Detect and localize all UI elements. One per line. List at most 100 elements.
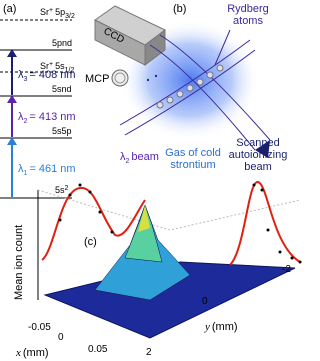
data-point <box>278 250 282 254</box>
x-tick-label: 0.05 <box>88 344 108 355</box>
transition-text: = 408 nm <box>29 69 75 81</box>
fit-curve <box>229 181 301 266</box>
scanned-text: Scanned <box>236 137 279 149</box>
atom <box>186 84 194 92</box>
page-body: {"panel_a": {"label": "(a)", "levels": [… <box>0 3 302 359</box>
data-point <box>260 188 264 192</box>
gas-text: Gas of cold <box>165 147 221 159</box>
surface-peak <box>124 204 163 263</box>
beam-text: λ <box>120 151 126 163</box>
scanned-text: autoionizing <box>229 149 288 161</box>
level-text: 3/2 <box>65 13 75 20</box>
level-label: Sr+ 5s1/2 <box>40 61 74 74</box>
level-text: + <box>49 61 53 68</box>
beam-text: 2 <box>126 158 130 165</box>
level-text: 1/2 <box>65 67 75 74</box>
beam-line <box>119 39 251 126</box>
atom <box>156 101 164 109</box>
panel-label: (c) <box>84 236 97 248</box>
data-point <box>58 218 62 222</box>
arrow-head <box>255 140 270 158</box>
level-text: Sr <box>40 7 49 17</box>
gas-text: strontium <box>170 159 215 171</box>
scanned-text: beam <box>244 161 272 173</box>
data-point <box>290 256 294 260</box>
data-point <box>252 183 256 187</box>
y-tick-label: -2 <box>282 264 291 275</box>
y-tick-label: 0 <box>202 296 208 307</box>
data-points <box>58 183 302 264</box>
atom <box>196 78 204 86</box>
axis-text: (mm) <box>212 321 238 333</box>
arrow-head <box>7 137 17 145</box>
transition-label: λ1 = 461 nm <box>18 163 76 177</box>
atom <box>176 90 184 98</box>
z-axis-label: Mean ion count <box>13 225 25 300</box>
back-frame <box>37 189 301 231</box>
atom <box>166 96 174 104</box>
beam-text: beam <box>131 151 159 163</box>
surface-peak <box>138 205 150 232</box>
transition-label: λ2 = 413 nm <box>18 111 76 125</box>
data-point <box>88 190 92 194</box>
x-tick-label: 0 <box>58 332 64 343</box>
axis-text: (mm) <box>23 347 49 359</box>
transition-label: λ3 = 408 nm <box>18 69 76 83</box>
ion <box>154 74 158 78</box>
data-point <box>266 228 270 232</box>
transition-text: 1 <box>24 170 28 177</box>
rydberg-text: atoms <box>233 15 263 27</box>
arrow-head <box>7 95 17 103</box>
arrow-head <box>7 49 17 57</box>
transition-text: = 413 nm <box>29 111 75 123</box>
axis-text: x <box>15 347 21 359</box>
panel-label: (b) <box>173 3 186 15</box>
rydberg-label: Rydberg atoms <box>227 3 269 27</box>
pointer <box>214 29 231 66</box>
transition-text: = 461 nm <box>29 163 75 175</box>
mcp-detector <box>114 72 126 84</box>
atom <box>206 71 214 79</box>
ccd-box <box>144 29 166 66</box>
transition-text: λ <box>18 111 24 123</box>
atom <box>216 64 224 72</box>
level-text: 5p <box>55 7 65 17</box>
transition-text: 3 <box>24 76 28 83</box>
y-axis-label: y (mm) <box>204 321 238 333</box>
fit-curve <box>41 186 146 261</box>
rydberg-atoms <box>156 64 224 109</box>
level-label: 5snd <box>52 84 72 94</box>
transition-text: λ <box>18 69 24 81</box>
data-point <box>98 210 102 214</box>
mcp-detector <box>111 69 129 87</box>
data-point <box>78 183 82 187</box>
level-label: 5s2 <box>55 185 69 195</box>
figure: (a) Sr+ 5p3/2 5pnd Sr+ 5s1/2 5snd 5s5p 5s2… <box>0 3 302 359</box>
ion <box>146 78 150 82</box>
level-text: 5s <box>55 185 65 195</box>
beam-line <box>149 44 256 151</box>
level-text: 2 <box>65 185 69 192</box>
rydberg-text: Rydberg <box>227 3 269 15</box>
data-point <box>110 230 114 234</box>
scanned-label: Scanned autoionizing beam <box>229 137 288 173</box>
level-text: + <box>49 7 53 14</box>
x-tick-label: -0.05 <box>28 322 51 333</box>
transition-text: 2 <box>24 118 28 125</box>
axis-text: y <box>204 321 210 333</box>
y-tick-label: 2 <box>146 347 152 358</box>
beam-label: λ2 beam <box>120 151 159 165</box>
mcp-label: MCP <box>85 73 109 85</box>
level-label: 5pnd <box>52 38 72 48</box>
level-text: 5s <box>55 61 65 71</box>
x-axis-label: x (mm) <box>15 347 49 359</box>
level-text: Sr <box>40 61 49 71</box>
transition-text: λ <box>18 163 24 175</box>
data-point <box>298 260 302 264</box>
level-label: Sr+ 5p3/2 <box>40 7 75 20</box>
panel-label: (a) <box>3 3 16 15</box>
level-label: 5s5p <box>52 126 72 136</box>
beam-line <box>124 49 256 136</box>
data-point <box>68 193 72 197</box>
